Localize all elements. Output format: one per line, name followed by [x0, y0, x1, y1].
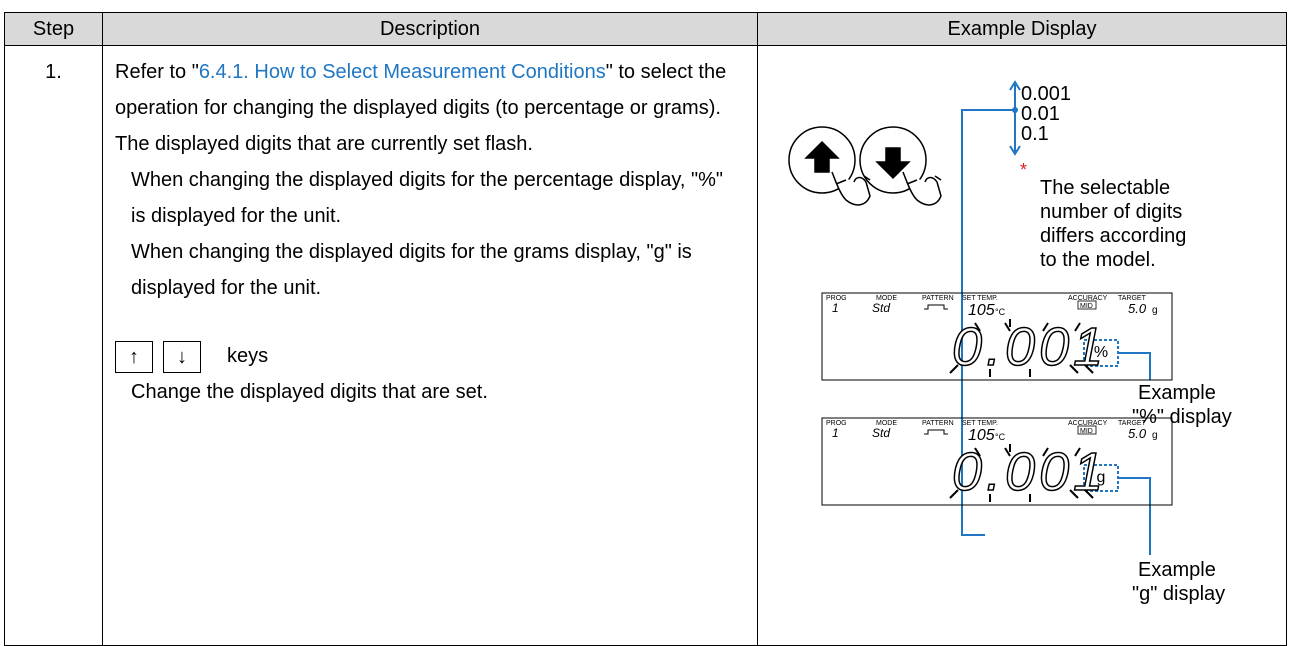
lcd-label: ACCURACY	[1068, 295, 1108, 302]
lcd-label: Std	[872, 426, 890, 440]
lcd-label: SET TEMP.	[962, 420, 998, 427]
lcd-label: TARGET	[1118, 420, 1147, 427]
text: When changing the displayed digits for t…	[131, 169, 723, 227]
caption: Example	[1138, 559, 1216, 581]
lcd-frame	[821, 292, 1173, 381]
example-cell	[757, 45, 1287, 646]
row: 1. Refer to "6.4.1. How to Select Measur…	[4, 45, 1287, 646]
blink-tick	[1004, 447, 1011, 457]
blink-tick	[949, 364, 959, 374]
lcd-label: MODE	[876, 295, 897, 302]
digit-option: 0.1	[1021, 123, 1049, 145]
lcd-label: PATTERN	[922, 295, 954, 302]
lcd-label: Std	[872, 301, 890, 315]
blink-tick	[1042, 447, 1049, 457]
lcd-label: 0.001	[952, 317, 1107, 377]
text: keys	[227, 345, 269, 367]
lcd-unit: g	[1097, 469, 1106, 486]
lcd-label: 5.0	[1128, 426, 1147, 441]
lcd-frame	[821, 417, 1173, 506]
lcd-label: 105	[968, 302, 995, 319]
header-row: Step Description Example Display	[4, 12, 1287, 46]
pattern-line	[924, 304, 948, 310]
keys-line: ↑ ↓ keys	[115, 338, 745, 374]
description: Refer to "6.4.1. How to Select Measureme…	[102, 45, 758, 646]
lcd-label: MID	[1080, 428, 1093, 435]
digit-option: 0.001	[1021, 83, 1071, 105]
pattern-line	[924, 429, 948, 435]
lcd-unit: %	[1094, 344, 1108, 361]
blink-tick	[1042, 322, 1049, 332]
lcd-label: 5.0	[1128, 301, 1147, 316]
lcd-label: °C	[995, 307, 1006, 317]
lcd-label: MID	[1080, 303, 1093, 310]
lcd-label: MODE	[876, 420, 897, 427]
blink-tick	[949, 489, 959, 499]
blink-tick	[1084, 489, 1094, 499]
lcd-label: °C	[995, 432, 1006, 442]
lcd-label: 1	[832, 426, 839, 440]
blink-tick	[1069, 364, 1079, 374]
intro: Refer to "6.4.1. How to Select Measureme…	[115, 54, 735, 126]
lcd-label: PATTERN	[922, 420, 954, 427]
key: ↑	[115, 340, 153, 373]
link[interactable]: 6.4.1. How to Select Measurement Conditi…	[198, 61, 606, 83]
blink-tick	[1004, 322, 1011, 332]
text: When changing the displayed digits for t…	[131, 241, 692, 299]
lcd-label: SET TEMP.	[962, 295, 998, 302]
blink-tick	[1069, 489, 1079, 499]
dot	[1012, 107, 1018, 113]
caption: "%" display	[1132, 406, 1232, 428]
lcd-label: 105	[968, 427, 995, 444]
mid-box	[1077, 300, 1097, 310]
note: The selectable	[1040, 177, 1170, 199]
text: " to select the operation for changing t…	[115, 61, 727, 119]
note-mark: *	[1020, 160, 1027, 180]
digit-option: 0.01	[1021, 103, 1060, 125]
lcd-label: PROG	[826, 295, 847, 302]
note: number of digits	[1040, 201, 1182, 223]
note: to the model.	[1040, 249, 1156, 271]
blink-tick	[1074, 447, 1081, 457]
blink-tick	[1084, 364, 1094, 374]
caption: "g" display	[1132, 583, 1225, 605]
lcd-label: 0.001	[952, 442, 1107, 502]
lcd-label: g	[1152, 305, 1158, 316]
lcd-label: 1	[832, 301, 839, 315]
key: ↓	[163, 340, 201, 373]
text: Refer to "	[115, 61, 199, 83]
caption: Example	[1138, 382, 1216, 404]
step-table: Step Description Example Display 1. Refe…	[4, 12, 1287, 646]
lcd-label: g	[1152, 430, 1158, 441]
lcd-label: TARGET	[1118, 295, 1147, 302]
lcd-label: PROG	[826, 420, 847, 427]
text: The displayed digits that are currently …	[115, 133, 533, 155]
lcd-label: ACCURACY	[1068, 420, 1108, 427]
blink-tick	[1074, 322, 1081, 332]
note: differs according	[1040, 225, 1186, 247]
text: Change the displayed digits that are set…	[131, 381, 488, 403]
header-step: Step	[4, 12, 103, 46]
blink-tick	[974, 322, 981, 332]
blink-tick	[974, 447, 981, 457]
step-number: 1.	[4, 45, 103, 646]
mid-box	[1077, 425, 1097, 435]
